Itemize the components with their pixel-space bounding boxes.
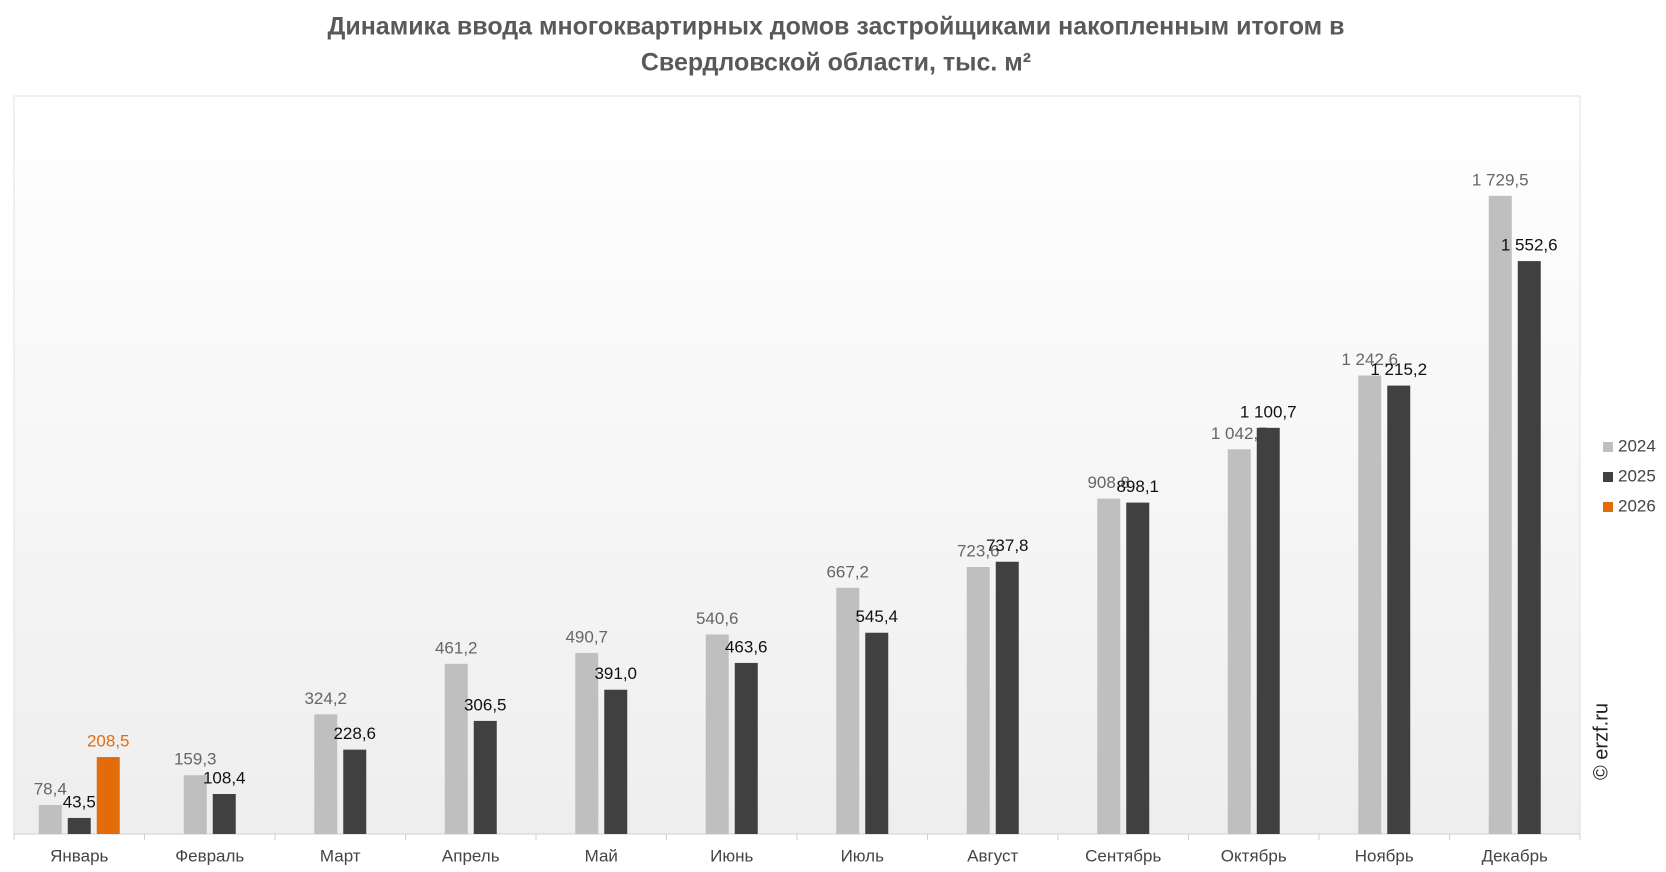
- bar: [212, 794, 236, 834]
- legend-swatch: [1603, 442, 1613, 452]
- bar: [444, 663, 468, 834]
- value-label: 463,6: [725, 637, 768, 656]
- value-label: 1 552,6: [1501, 236, 1558, 255]
- value-label: 1 100,7: [1240, 402, 1297, 421]
- x-tick-label: Март: [320, 846, 361, 865]
- value-label: 1 042,5: [1211, 424, 1268, 443]
- bar: [96, 757, 120, 834]
- value-label: 1 729,5: [1472, 170, 1529, 189]
- x-tick-label: Сентябрь: [1085, 846, 1161, 865]
- value-label: 43,5: [63, 792, 96, 811]
- bar: [604, 689, 628, 834]
- x-tick-label: Ноябрь: [1355, 846, 1414, 865]
- value-label: 78,4: [34, 780, 67, 799]
- value-label: 540,6: [696, 609, 739, 628]
- chart-title: Свердловской области, тыс. м²: [641, 49, 1031, 77]
- bar: [1488, 195, 1512, 834]
- value-label: 461,2: [435, 638, 478, 657]
- bar: [1387, 385, 1411, 834]
- bar: [1227, 449, 1251, 834]
- value-label: 228,6: [333, 724, 376, 743]
- value-label: 908,8: [1087, 473, 1130, 492]
- value-label: 108,4: [203, 768, 246, 787]
- value-label: 159,3: [174, 750, 217, 769]
- bar: [1126, 502, 1150, 834]
- bar: [705, 634, 729, 834]
- x-tick-label: Май: [585, 846, 618, 865]
- bar: [183, 775, 207, 834]
- bar: [865, 632, 889, 834]
- legend-swatch: [1603, 502, 1613, 512]
- bar: [314, 714, 338, 834]
- bar: [836, 587, 860, 834]
- x-tick-label: Январь: [50, 846, 108, 865]
- value-label: 490,7: [565, 627, 608, 646]
- value-label: 898,1: [1116, 477, 1159, 496]
- bar: [966, 566, 990, 834]
- value-label: 208,5: [87, 732, 130, 751]
- x-tick-label: Август: [967, 846, 1018, 865]
- legend-label: 2025: [1618, 466, 1656, 485]
- chart-title: Динамика ввода многоквартирных домов зас…: [328, 13, 1345, 41]
- watermark: © erzf.ru: [1590, 703, 1612, 780]
- legend-swatch: [1603, 472, 1613, 482]
- x-tick-label: Декабрь: [1482, 846, 1548, 865]
- value-label: 306,5: [464, 695, 507, 714]
- bar: [995, 561, 1019, 834]
- legend-label: 2026: [1618, 496, 1656, 515]
- value-label: 1 242,6: [1341, 350, 1398, 369]
- value-label: 545,4: [855, 607, 898, 626]
- bar: [1097, 498, 1121, 834]
- bar: [473, 720, 497, 834]
- value-label: 324,2: [304, 689, 347, 708]
- legend-label: 2024: [1618, 436, 1656, 455]
- value-label: 723,6: [957, 541, 1000, 560]
- plot-area: [13, 95, 1581, 835]
- bar: [734, 662, 758, 834]
- bar: [575, 652, 599, 834]
- bar: [38, 805, 62, 834]
- bar: [1256, 427, 1280, 834]
- x-tick-label: Июль: [841, 846, 885, 865]
- value-label: 391,0: [594, 664, 637, 683]
- x-tick-label: Февраль: [175, 846, 244, 865]
- x-tick-label: Октябрь: [1221, 846, 1287, 865]
- value-label: 737,8: [986, 536, 1029, 555]
- bar: [1358, 375, 1382, 834]
- x-tick-label: Июнь: [710, 846, 753, 865]
- value-label: 667,2: [826, 562, 869, 581]
- x-tick-label: Апрель: [442, 846, 500, 865]
- value-label: 1 215,2: [1370, 360, 1427, 379]
- bar: [343, 749, 367, 834]
- bar: [67, 817, 91, 834]
- bar: [1517, 261, 1541, 835]
